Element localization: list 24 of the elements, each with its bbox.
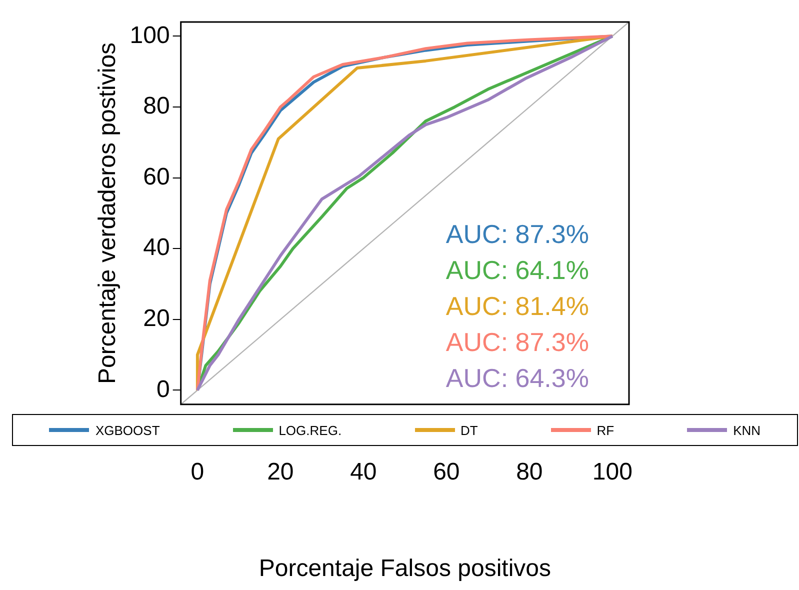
y-tick-label: 0 bbox=[156, 376, 170, 403]
y-tick-label: 60 bbox=[143, 163, 170, 190]
annotation: AUC: 81.4% bbox=[446, 291, 589, 322]
y-tick-label: 80 bbox=[143, 92, 170, 120]
annotation: AUC: 64.3% bbox=[446, 363, 589, 394]
x-tick-label: 60 bbox=[433, 458, 460, 486]
annotation: AUC: 87.3% bbox=[446, 327, 589, 358]
x-tick-label: 40 bbox=[350, 458, 377, 486]
annotation: AUC: 64.1% bbox=[446, 255, 589, 286]
y-tick-label: 20 bbox=[143, 305, 170, 332]
legend-label: LOG.REG. bbox=[278, 422, 342, 438]
y-tick-label: 40 bbox=[143, 234, 170, 262]
x-tick-label: 0 bbox=[190, 458, 204, 486]
y-axis-title: Porcentaje verdaderos postivios bbox=[94, 42, 122, 384]
x-tick-label: 100 bbox=[592, 458, 632, 486]
legend-label: RF bbox=[596, 422, 614, 438]
legend-label: KNN bbox=[733, 422, 761, 438]
annotation: AUC: 87.3% bbox=[446, 219, 589, 250]
x-tick-label: 80 bbox=[516, 458, 543, 486]
x-axis-title: Porcentaje Falsos positivos bbox=[258, 555, 551, 582]
legend-label: DT bbox=[460, 422, 478, 438]
x-tick-label: 20 bbox=[267, 458, 294, 486]
y-tick-label: 100 bbox=[130, 22, 170, 49]
legend-label: XGBOOST bbox=[95, 422, 160, 438]
